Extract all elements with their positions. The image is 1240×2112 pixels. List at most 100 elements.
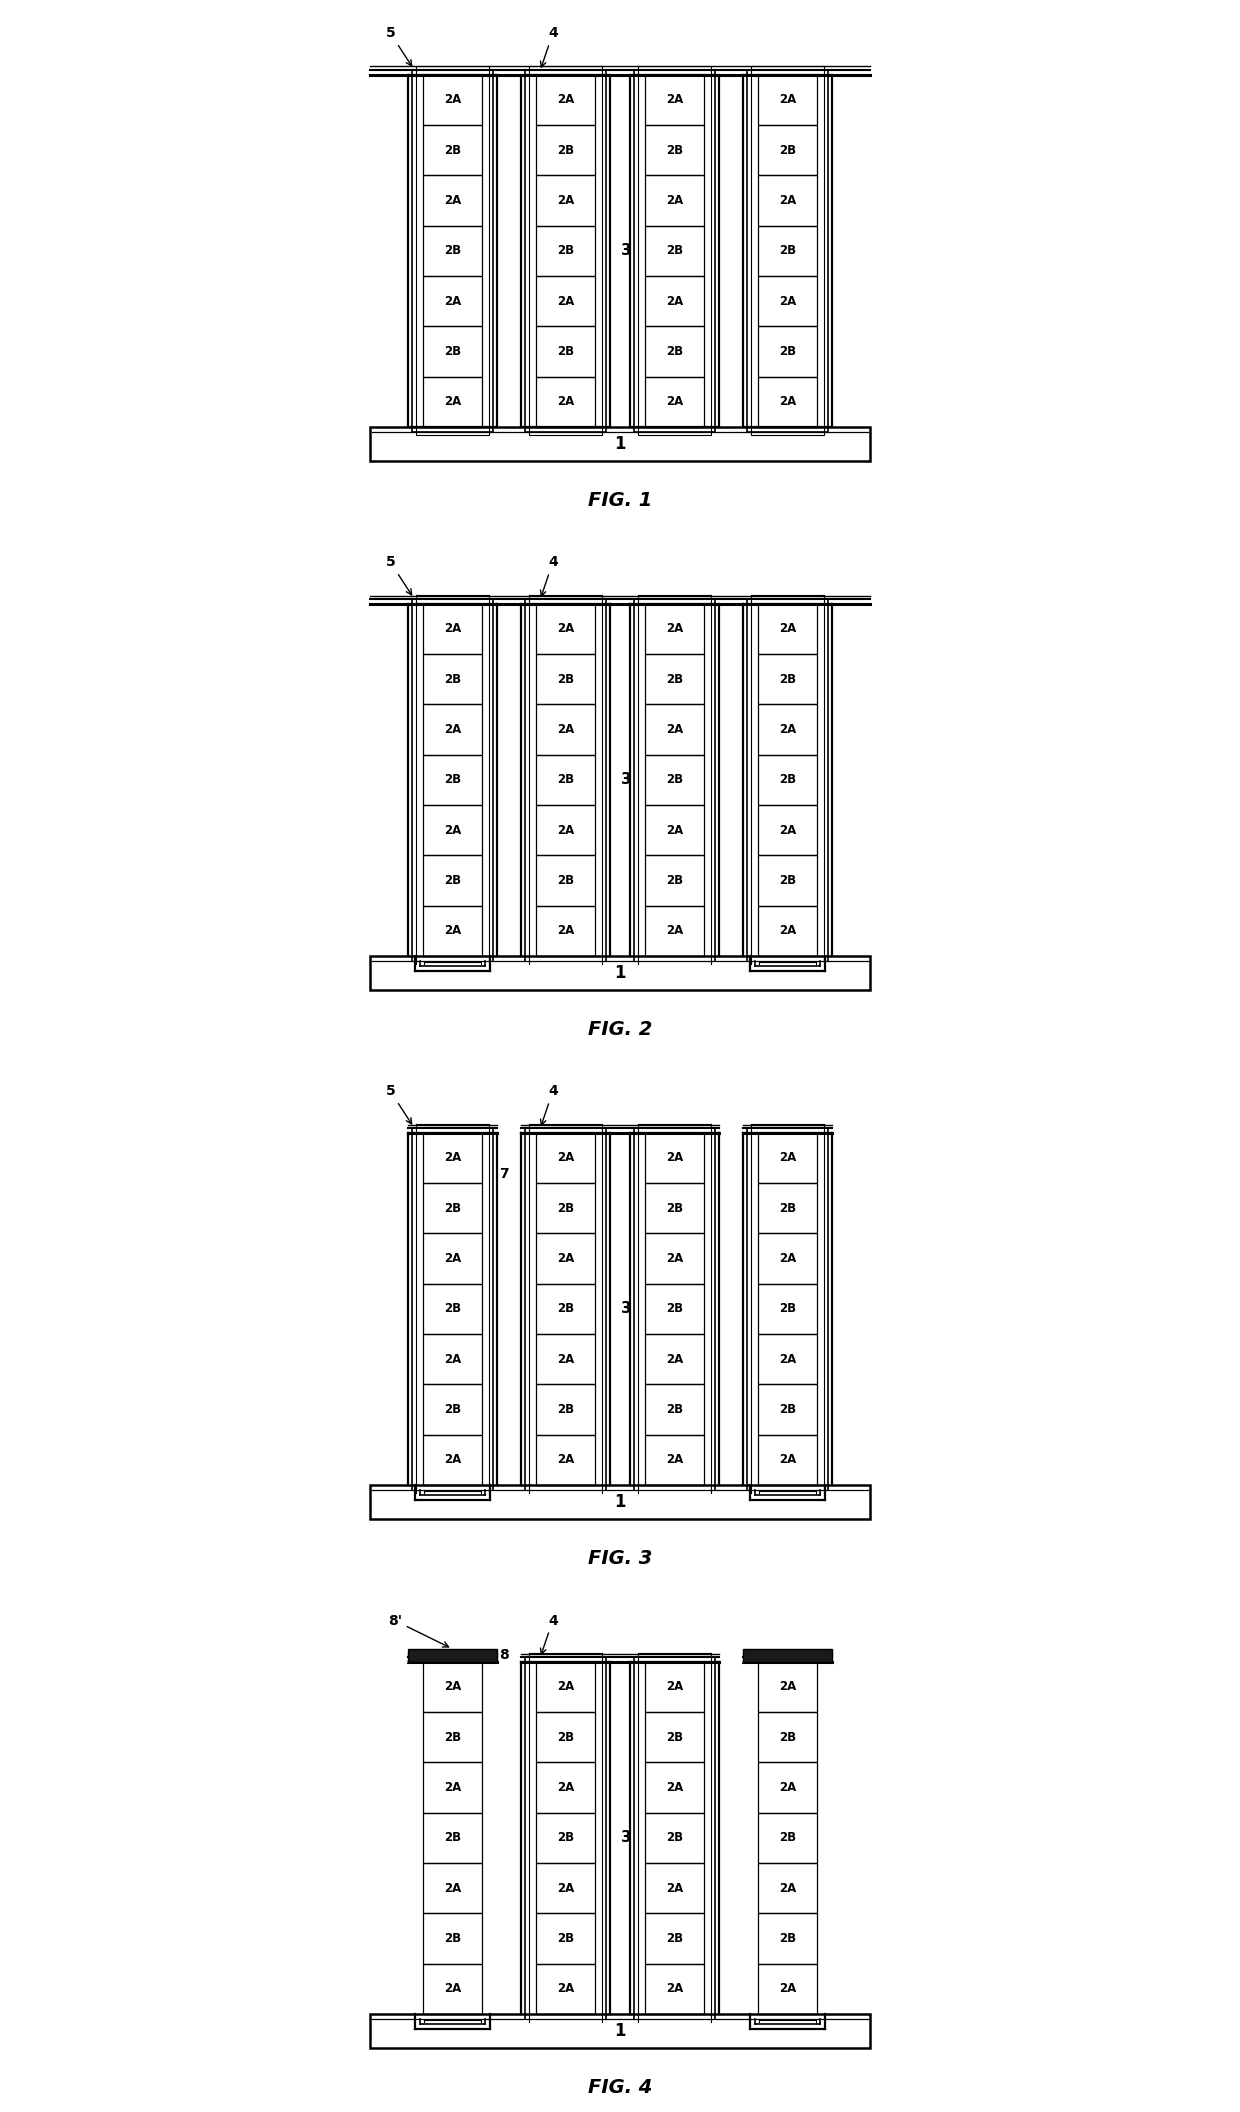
Text: 2A: 2A — [666, 395, 683, 408]
Bar — [758, 325, 817, 376]
Bar — [423, 906, 482, 957]
Bar — [423, 1383, 482, 1434]
Text: 2A: 2A — [779, 1983, 796, 1996]
Text: FIG. 4: FIG. 4 — [588, 2078, 652, 2097]
Text: 2A: 2A — [666, 1983, 683, 1996]
Text: 2A: 2A — [444, 1453, 461, 1466]
Text: 2A: 2A — [557, 1252, 574, 1265]
Bar — [423, 277, 482, 325]
Text: 2A: 2A — [444, 93, 461, 106]
Text: 5: 5 — [386, 1083, 412, 1124]
Text: 4: 4 — [541, 1083, 558, 1126]
Bar — [536, 277, 595, 325]
Text: 2B: 2B — [666, 874, 683, 887]
Text: 2B: 2B — [779, 672, 796, 686]
Bar — [526, 70, 605, 431]
Bar — [758, 703, 817, 754]
Bar — [758, 1662, 817, 1713]
Bar — [423, 125, 482, 175]
Text: 2B: 2B — [444, 144, 461, 156]
Bar — [536, 1132, 595, 1183]
Text: 4: 4 — [541, 1614, 558, 1654]
Text: 2B: 2B — [779, 773, 796, 786]
Bar — [645, 1284, 704, 1335]
Text: 2A: 2A — [779, 194, 796, 207]
Text: 2B: 2B — [779, 1402, 796, 1415]
Text: 2A: 2A — [444, 925, 461, 938]
Bar — [536, 1183, 595, 1233]
Text: 2B: 2B — [666, 1831, 683, 1844]
Bar — [645, 1713, 704, 1761]
Bar — [645, 1434, 704, 1485]
Bar — [423, 1761, 482, 1812]
Bar — [758, 277, 817, 325]
Bar — [630, 74, 719, 427]
Bar — [758, 805, 817, 855]
Text: 2A: 2A — [444, 1780, 461, 1793]
Text: 2A: 2A — [444, 194, 461, 207]
Bar — [423, 1812, 482, 1863]
Text: 2B: 2B — [779, 144, 796, 156]
Bar — [536, 906, 595, 957]
Text: FIG. 1: FIG. 1 — [588, 492, 652, 511]
Text: 2B: 2B — [779, 1831, 796, 1844]
Text: 2B: 2B — [444, 344, 461, 357]
Bar — [423, 1662, 482, 1713]
Text: 2A: 2A — [444, 1681, 461, 1694]
Text: FIG. 3: FIG. 3 — [588, 1550, 652, 1567]
Text: 2B: 2B — [557, 1202, 574, 1214]
Bar — [758, 1812, 817, 1863]
Text: 2A: 2A — [666, 93, 683, 106]
Bar — [536, 805, 595, 855]
Bar — [645, 1233, 704, 1284]
Bar — [423, 703, 482, 754]
Text: 2A: 2A — [779, 93, 796, 106]
Text: 2A: 2A — [557, 925, 574, 938]
Text: 2B: 2B — [666, 1402, 683, 1415]
Text: 2B: 2B — [666, 672, 683, 686]
Bar — [758, 1183, 817, 1233]
Text: 2A: 2A — [557, 1352, 574, 1366]
Text: 2B: 2B — [666, 1730, 683, 1745]
Bar — [536, 1964, 595, 2015]
Bar — [758, 1383, 817, 1434]
Bar — [423, 175, 482, 226]
Text: 2A: 2A — [557, 623, 574, 636]
Bar — [536, 855, 595, 906]
Text: 2A: 2A — [557, 1983, 574, 1996]
Bar — [758, 1335, 817, 1383]
Text: 2B: 2B — [666, 1303, 683, 1316]
Bar — [645, 703, 704, 754]
Text: 2A: 2A — [557, 93, 574, 106]
Text: 2A: 2A — [557, 395, 574, 408]
Bar — [423, 226, 482, 277]
Text: 2A: 2A — [666, 722, 683, 735]
Bar — [645, 1913, 704, 1964]
Text: 2B: 2B — [557, 1831, 574, 1844]
Text: 2A: 2A — [666, 1780, 683, 1793]
Text: 2B: 2B — [444, 245, 461, 258]
Bar — [536, 325, 595, 376]
Text: 8: 8 — [500, 1647, 510, 1662]
Text: 2A: 2A — [444, 1882, 461, 1894]
Bar — [423, 74, 482, 125]
Bar — [758, 855, 817, 906]
Bar — [758, 226, 817, 277]
Text: 2A: 2A — [557, 194, 574, 207]
Bar — [645, 1335, 704, 1383]
Text: 2B: 2B — [779, 245, 796, 258]
Bar — [536, 1383, 595, 1434]
Bar — [536, 655, 595, 703]
Bar — [645, 1183, 704, 1233]
Text: 2A: 2A — [444, 623, 461, 636]
Text: 2A: 2A — [444, 722, 461, 735]
Bar — [743, 74, 832, 427]
Bar — [423, 1863, 482, 1913]
Bar — [645, 1863, 704, 1913]
Text: 2A: 2A — [557, 722, 574, 735]
Bar — [645, 855, 704, 906]
Text: 2A: 2A — [666, 294, 683, 308]
Text: 3: 3 — [621, 773, 632, 788]
Bar — [645, 226, 704, 277]
Text: 2B: 2B — [779, 344, 796, 357]
